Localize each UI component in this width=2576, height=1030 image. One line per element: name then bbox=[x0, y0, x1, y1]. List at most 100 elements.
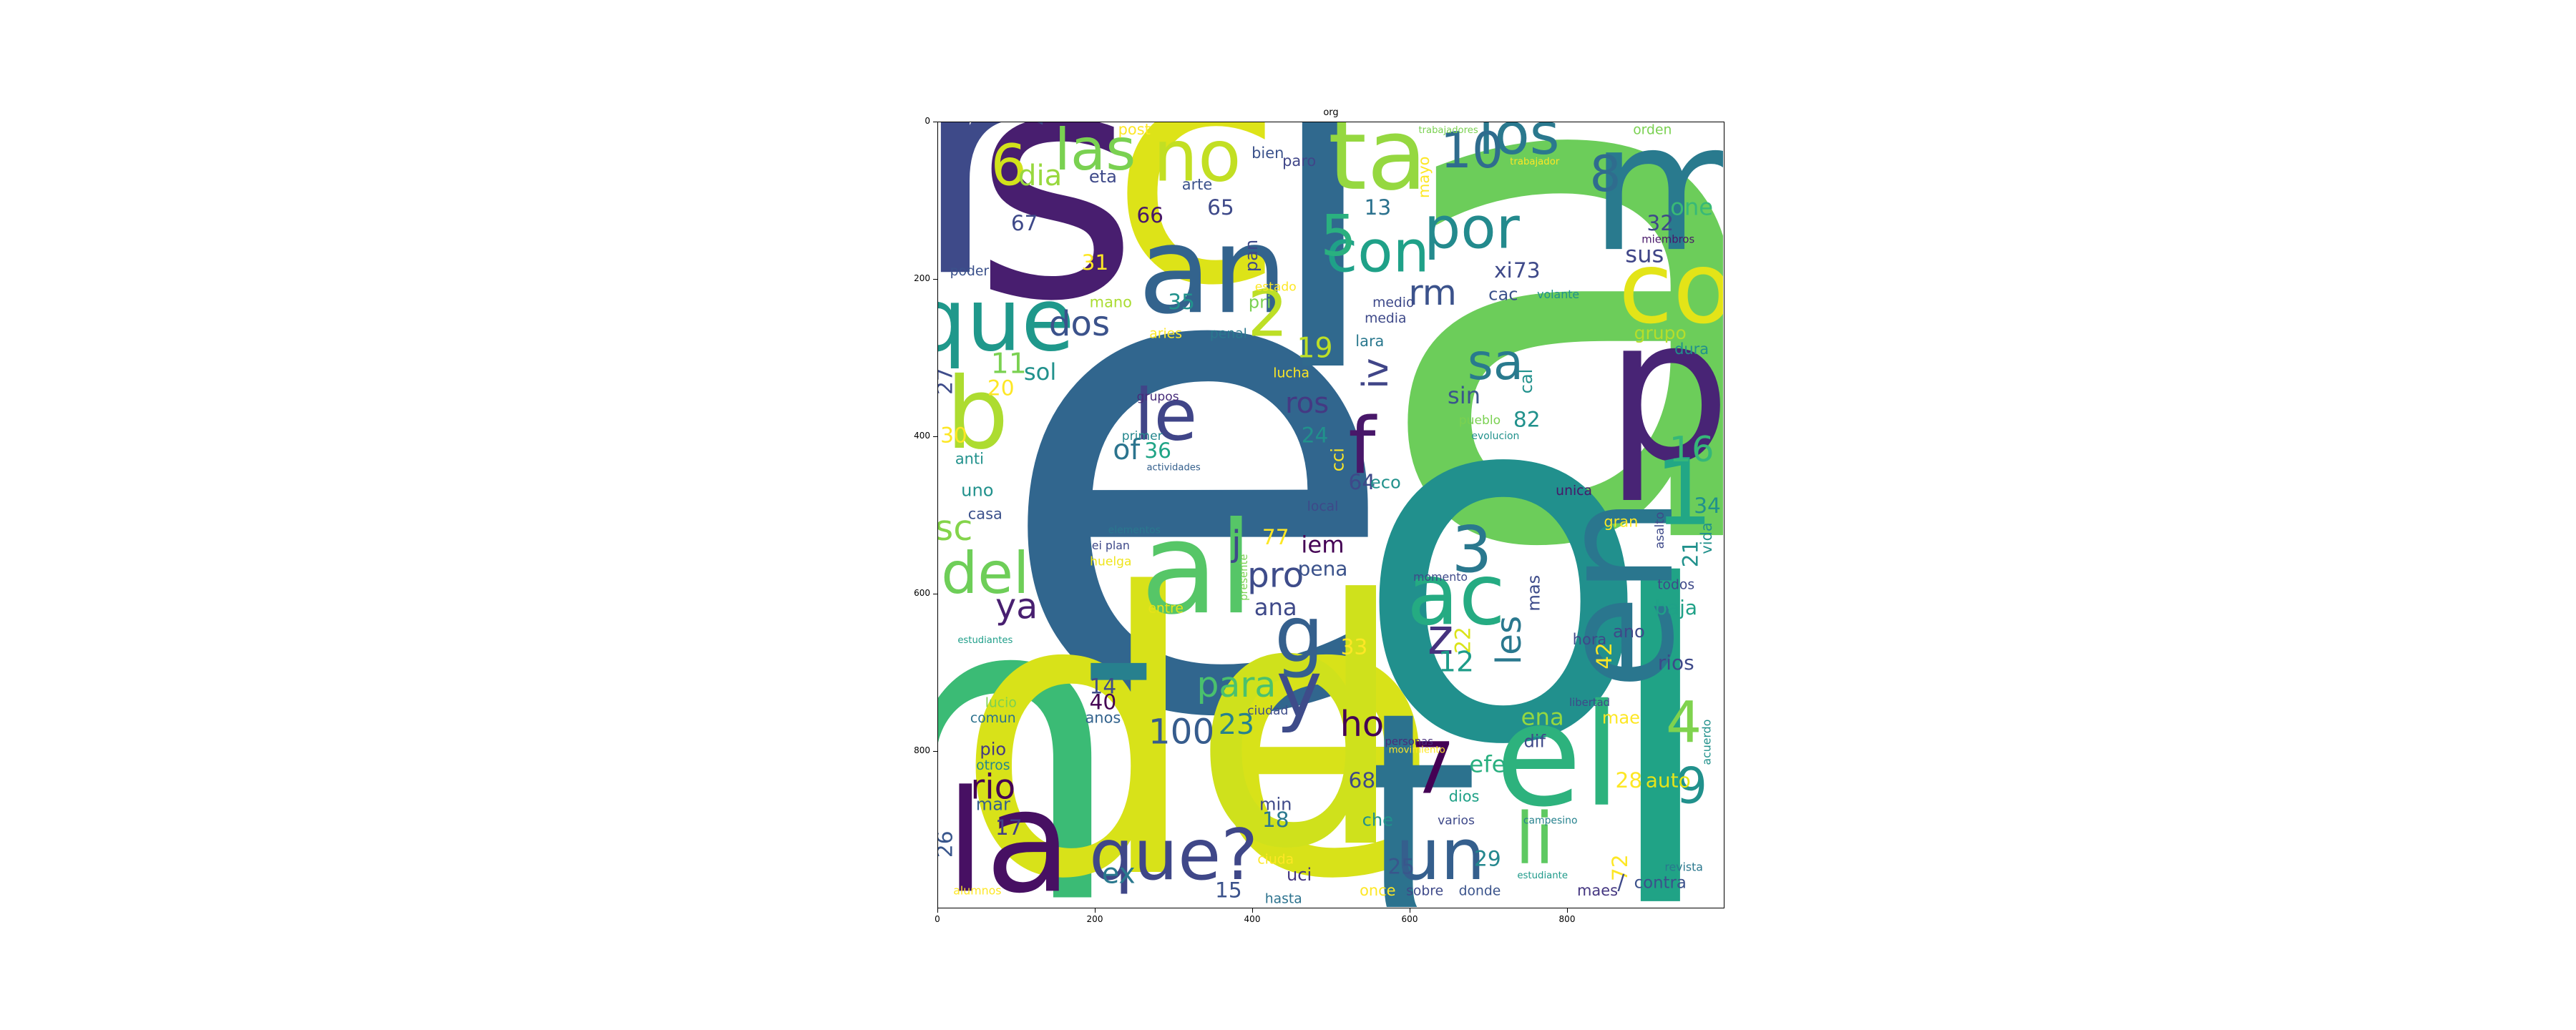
word-153: trabajador bbox=[1510, 157, 1560, 167]
word-188: / bbox=[1617, 870, 1624, 895]
word-93: 15 bbox=[1215, 878, 1242, 903]
word-0: a bbox=[1365, 122, 1723, 702]
word-3: i bbox=[1259, 122, 1386, 474]
word-17: el bbox=[1495, 674, 1621, 838]
word-32: del bbox=[941, 540, 1029, 607]
word-139: eta bbox=[1089, 167, 1117, 187]
word-74: pena bbox=[1298, 556, 1348, 580]
word-135: 31 bbox=[1082, 250, 1109, 275]
word-28: g bbox=[1274, 589, 1324, 680]
word-194: 64 bbox=[1349, 470, 1376, 494]
word-168: todos bbox=[1657, 578, 1694, 593]
word-186: once bbox=[1360, 882, 1395, 899]
word-25: ac bbox=[1407, 545, 1506, 644]
word-160: pueblo bbox=[1459, 413, 1501, 428]
word-109: pio bbox=[980, 740, 1006, 760]
x-tick-label: 400 bbox=[1244, 914, 1261, 924]
word-114: 14 bbox=[1090, 674, 1117, 698]
word-95: 29 bbox=[1474, 847, 1501, 871]
word-44: 4 bbox=[1666, 690, 1702, 755]
x-tick-mark bbox=[1094, 908, 1096, 913]
chart-title: org bbox=[1323, 107, 1339, 118]
word-179: miembros bbox=[1641, 234, 1694, 246]
word-62: dia bbox=[1018, 160, 1062, 192]
word-75: mas bbox=[1524, 575, 1544, 612]
y-tick-label: 200 bbox=[914, 273, 930, 283]
word-90: donde bbox=[1459, 884, 1501, 899]
word-120: uno bbox=[961, 481, 993, 501]
x-tick-mark bbox=[937, 908, 938, 913]
word-15: en bbox=[1528, 496, 1709, 690]
word-11: d bbox=[1191, 528, 1407, 907]
word-180: 32 bbox=[1646, 211, 1674, 235]
word-86: ciudad bbox=[1247, 704, 1288, 718]
word-88: estudiantes bbox=[957, 635, 1013, 646]
word-84: sus bbox=[1625, 240, 1664, 268]
word-53: pro bbox=[1247, 555, 1304, 595]
y-tick-label: 600 bbox=[914, 588, 930, 598]
word-77: 12 bbox=[1438, 645, 1474, 678]
word-138: 65 bbox=[1207, 195, 1234, 220]
x-tick-mark bbox=[1566, 908, 1568, 913]
word-1: e bbox=[990, 122, 1403, 865]
word-76: 23 bbox=[1219, 708, 1254, 741]
word-151: mayo bbox=[1415, 157, 1433, 198]
word-41: 2 bbox=[1247, 278, 1288, 351]
word-73: ana bbox=[1254, 594, 1297, 621]
y-tick-mark bbox=[933, 278, 937, 280]
word-47: 10 bbox=[1440, 122, 1503, 180]
word-63: iv bbox=[1355, 358, 1396, 389]
word-143: paro bbox=[1282, 152, 1316, 170]
word-126: 36 bbox=[1144, 438, 1171, 463]
word-167: 21 bbox=[1679, 541, 1703, 568]
word-50: para bbox=[1196, 664, 1276, 705]
word-10: t bbox=[1355, 644, 1479, 907]
word-4: n bbox=[938, 504, 1128, 907]
word-141: post bbox=[1118, 122, 1151, 138]
word-177: 72 bbox=[1608, 854, 1632, 881]
y-tick-label: 400 bbox=[914, 431, 930, 441]
word-102: che bbox=[1362, 810, 1393, 830]
word-27: y bbox=[1276, 644, 1322, 735]
word-56: ho bbox=[1340, 703, 1384, 745]
word-33: los bbox=[1478, 122, 1560, 168]
word-34: no bbox=[1153, 122, 1241, 198]
plot-area: aeoindel src td- pm en la el al anque que? co ta b ac… bbox=[937, 122, 1724, 908]
word-117: ei plan bbox=[1092, 539, 1130, 552]
word-72: iem bbox=[1301, 531, 1344, 558]
word-157: volante bbox=[1537, 288, 1579, 301]
word-148: media bbox=[1365, 311, 1406, 326]
word-23: ta bbox=[1328, 122, 1428, 212]
x-tick-label: 200 bbox=[1086, 914, 1103, 924]
word-133: mano bbox=[1090, 293, 1132, 310]
word-83: auto bbox=[1646, 768, 1691, 792]
word-150: 13 bbox=[1364, 195, 1391, 220]
word-78: 22 bbox=[1450, 627, 1475, 654]
word-119: casa bbox=[968, 506, 1002, 523]
word-30: 7 bbox=[1410, 727, 1455, 810]
word-161: evolucion bbox=[1471, 431, 1519, 442]
word-89: estudiante bbox=[1517, 870, 1568, 881]
word-145: estado bbox=[1255, 280, 1297, 294]
word-193: local bbox=[1307, 499, 1339, 514]
word-125: actividades bbox=[1146, 463, 1200, 474]
word-99: varios bbox=[1438, 813, 1475, 828]
word-71: of bbox=[1113, 433, 1141, 466]
word-111: lucio bbox=[985, 695, 1017, 710]
word-174: dif bbox=[1523, 732, 1546, 752]
word-136: 67 bbox=[1011, 211, 1038, 235]
word-85: grupo bbox=[1634, 323, 1687, 343]
word-91: hasta bbox=[1265, 892, 1302, 907]
word-6: l bbox=[1599, 496, 1721, 907]
word-65: ena bbox=[1521, 704, 1564, 731]
word-155: xi bbox=[1494, 258, 1513, 283]
word-96: maes bbox=[1577, 882, 1618, 899]
word-187: sobre bbox=[1406, 884, 1443, 899]
word-60: sc bbox=[938, 507, 972, 549]
word-31: un bbox=[1396, 814, 1485, 896]
word-184: 68 bbox=[1349, 768, 1376, 793]
word-19: an bbox=[1138, 200, 1287, 340]
word-190: presente bbox=[1238, 554, 1250, 601]
word-134: poder bbox=[950, 264, 990, 279]
